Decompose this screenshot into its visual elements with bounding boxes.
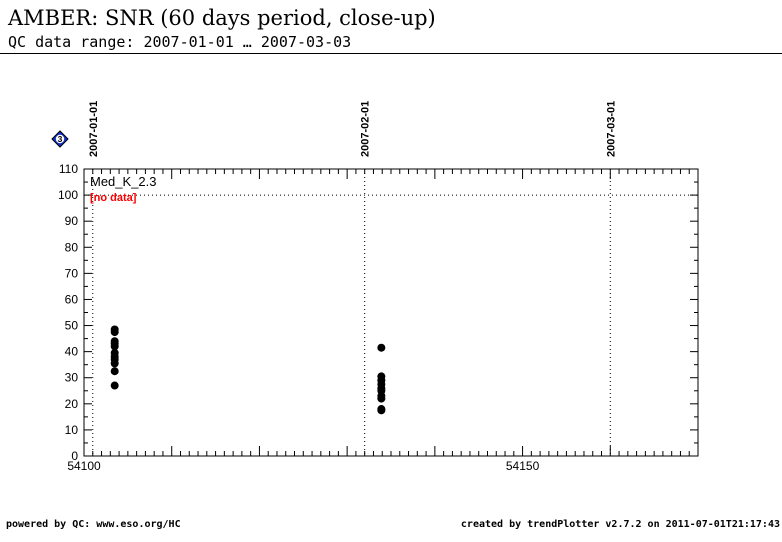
y-tick-label: 30 [65,371,79,385]
date-marker-label: 2007-01-01 [88,101,100,157]
data-point [110,342,119,351]
y-tick-label: 100 [58,188,78,202]
header-divider [0,53,782,54]
data-point [377,394,386,403]
y-tick-label: 40 [65,345,79,359]
y-tick-label: 70 [65,266,79,280]
y-tick-label: 110 [59,162,78,176]
y-tick-label: 80 [65,240,79,254]
date-marker-label: 2007-02-01 [360,101,372,157]
diamond-badge-icon: 3 [51,130,69,148]
data-point [110,359,119,368]
y-tick-label: 0 [71,449,78,463]
no-data-note: [no data] [90,192,137,204]
data-point [377,406,386,415]
page-title: AMBER: SNR (60 days period, close-up) [8,6,436,30]
x-tick-label: 54100 [67,459,101,473]
series-label: Med_K_2.3 [90,174,157,189]
y-tick-label: 50 [65,319,79,333]
y-tick-label: 10 [65,423,79,437]
footer-powered-by: powered by QC: www.eso.org/HC [6,519,181,530]
date-marker-label: 2007-03-01 [605,101,617,157]
data-point [377,343,386,352]
data-point [110,328,119,337]
y-tick-label: 20 [65,397,79,411]
page-subtitle: QC data range: 2007-01-01 … 2007-03-03 [8,33,352,51]
y-tick-label: 90 [65,214,79,228]
plot-frame [83,168,699,457]
data-point [110,367,119,376]
y-tick-label: 60 [65,292,79,306]
footer-created-by: created by trendPlotter v2.7.2 on 2011-0… [460,519,780,530]
data-point [110,381,119,390]
x-tick-label: 54150 [506,459,540,473]
badge-label: 3 [58,134,63,144]
